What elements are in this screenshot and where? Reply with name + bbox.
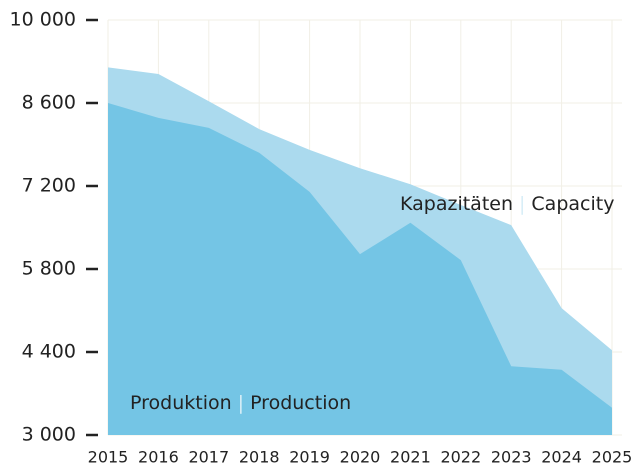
x-tick-label: 2025 <box>592 448 633 467</box>
x-tick-label: 2019 <box>289 448 330 467</box>
x-tick-label: 2017 <box>188 448 229 467</box>
series-label-text: Capacity <box>531 193 614 215</box>
y-tick-label: 10 000 <box>10 9 76 31</box>
x-tick-label: 2021 <box>390 448 431 467</box>
y-tick-label: 8 600 <box>22 92 76 114</box>
separator: | <box>238 392 244 414</box>
series-label-text: Kapazitäten <box>400 193 513 215</box>
separator: | <box>519 193 525 215</box>
x-tick-label: 2022 <box>440 448 481 467</box>
x-tick-label: 2024 <box>541 448 582 467</box>
x-tick-label: 2015 <box>88 448 129 467</box>
x-tick-label: 2023 <box>491 448 532 467</box>
y-tick-label: 5 800 <box>22 258 76 280</box>
series-label-text: Production <box>250 392 351 414</box>
y-tick-label: 4 400 <box>22 341 76 363</box>
x-tick-label: 2018 <box>239 448 280 467</box>
x-tick-label: 2016 <box>138 448 179 467</box>
series-label-text: Produktion <box>130 392 232 414</box>
area <box>108 103 612 435</box>
y-tick-label: 3 000 <box>22 424 76 446</box>
series-label: Kapazitäten | Capacity <box>400 193 614 215</box>
x-tick-label: 2020 <box>340 448 381 467</box>
y-tick-label: 7 200 <box>22 175 76 197</box>
series-label: Produktion | Production <box>130 392 351 414</box>
